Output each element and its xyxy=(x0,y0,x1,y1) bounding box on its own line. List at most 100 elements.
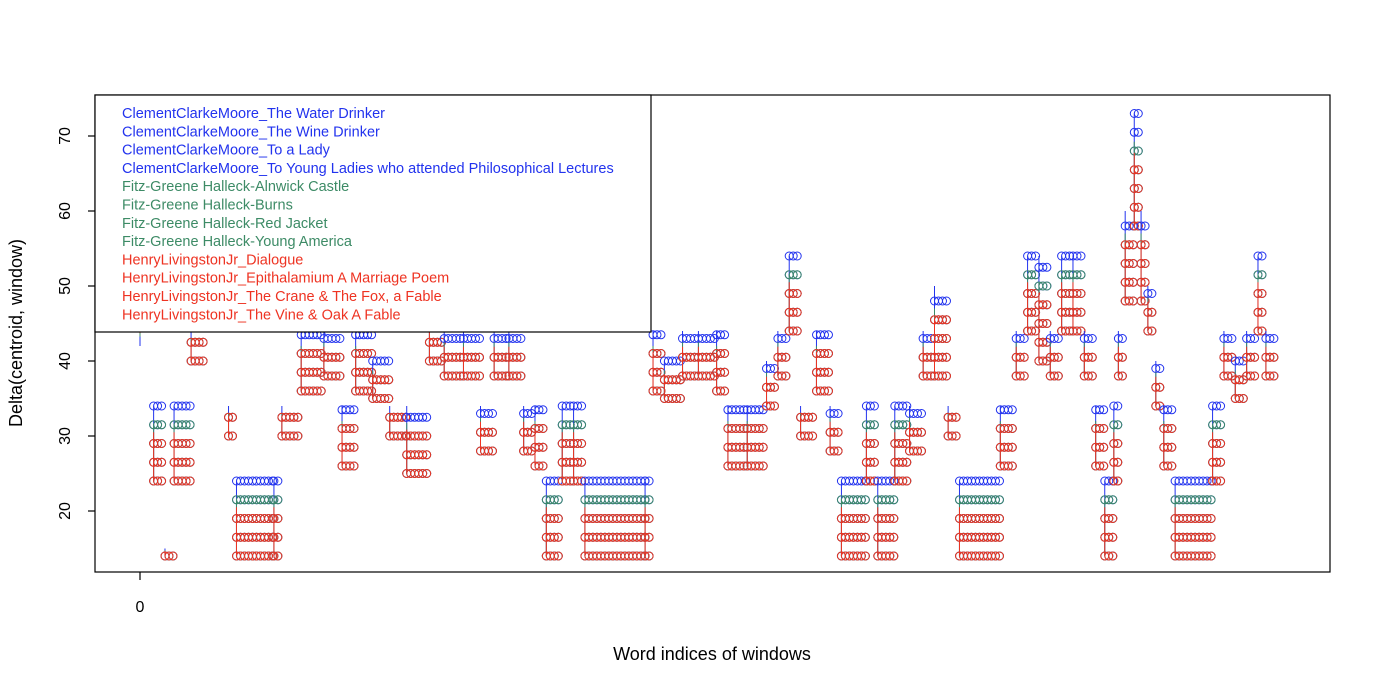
data-point xyxy=(1113,439,1123,448)
data-point xyxy=(644,551,654,561)
data-point xyxy=(869,476,879,486)
data-point xyxy=(335,334,345,343)
data-point xyxy=(644,476,654,486)
data-point xyxy=(792,251,802,261)
data-point xyxy=(1136,277,1146,287)
data-point xyxy=(1136,296,1146,306)
data-point xyxy=(995,551,1004,561)
data-point xyxy=(1031,289,1041,298)
data-point xyxy=(289,431,299,441)
data-point xyxy=(181,457,191,467)
data-point xyxy=(942,315,951,325)
data-point xyxy=(1117,371,1127,381)
data-point xyxy=(640,532,650,542)
data-point xyxy=(640,476,650,486)
data-point xyxy=(792,326,802,336)
data-point xyxy=(1042,319,1052,328)
data-point xyxy=(488,409,497,418)
data-point xyxy=(1234,356,1244,366)
data-point xyxy=(523,446,533,456)
data-point xyxy=(577,401,587,411)
data-point xyxy=(1117,334,1127,343)
y-tick-label: 50 xyxy=(57,277,74,295)
data-point xyxy=(754,442,764,452)
data-point xyxy=(938,296,947,306)
data-point xyxy=(1253,326,1263,336)
data-point xyxy=(1113,420,1123,430)
data-point xyxy=(869,457,879,467)
data-point xyxy=(1163,442,1173,452)
data-point xyxy=(1269,352,1279,362)
data-point xyxy=(656,367,666,377)
data-point xyxy=(1113,352,1123,362)
data-point xyxy=(735,442,745,452)
data-point xyxy=(565,401,575,411)
data-point xyxy=(553,495,563,505)
data-point xyxy=(777,334,787,343)
x-axis-label: Word indices of windows xyxy=(613,644,811,664)
data-point xyxy=(833,427,843,437)
data-point xyxy=(991,532,1000,542)
data-point xyxy=(1003,461,1013,471)
data-point xyxy=(644,495,654,505)
data-point xyxy=(829,409,839,418)
y-tick-label: 60 xyxy=(57,202,74,220)
data-point xyxy=(889,495,899,505)
data-point xyxy=(1163,405,1173,415)
data-point xyxy=(1163,461,1173,471)
data-point xyxy=(228,431,237,441)
data-point xyxy=(675,394,685,403)
data-point xyxy=(1212,420,1222,430)
data-point xyxy=(331,352,341,362)
data-point xyxy=(293,412,303,422)
data-point xyxy=(1234,394,1244,403)
data-point xyxy=(716,330,726,340)
data-point xyxy=(656,330,666,340)
data-point xyxy=(312,386,322,396)
data-point xyxy=(913,409,922,418)
data-point xyxy=(1038,262,1048,272)
legend-entry: ClementClarkeMoore_To a Lady xyxy=(122,143,331,159)
axes: 20 30 40 50 60 70 0 xyxy=(57,127,144,616)
data-point xyxy=(534,461,544,471)
data-point xyxy=(781,352,791,362)
data-point xyxy=(331,371,341,381)
data-point xyxy=(1223,352,1233,362)
data-point xyxy=(264,495,273,505)
data-point xyxy=(1076,251,1086,261)
data-point xyxy=(1061,251,1071,261)
data-point xyxy=(1108,551,1118,561)
data-point xyxy=(856,495,866,505)
legend-entry: Fitz-Greene Halleck-Young America xyxy=(122,234,353,250)
data-point xyxy=(1027,326,1037,336)
data-point xyxy=(860,514,870,523)
data-point xyxy=(185,420,195,430)
data-point xyxy=(865,401,875,411)
data-point xyxy=(384,394,394,403)
data-point xyxy=(397,412,407,422)
data-point xyxy=(164,551,174,561)
data-point xyxy=(512,371,522,381)
data-point xyxy=(497,352,507,362)
data-point xyxy=(926,371,936,381)
y-axis-label: Delta(centroid, window) xyxy=(6,239,26,427)
data-point xyxy=(397,431,407,441)
data-point xyxy=(829,427,839,437)
data-point xyxy=(1031,326,1041,336)
data-point xyxy=(153,457,163,467)
data-point xyxy=(766,364,775,373)
data-point xyxy=(1136,259,1146,268)
data-point xyxy=(917,446,926,456)
data-point xyxy=(1031,251,1041,261)
data-point xyxy=(1015,334,1025,343)
data-point xyxy=(1019,371,1029,381)
data-point xyxy=(1095,405,1105,415)
y-tick-label: 30 xyxy=(57,427,74,445)
data-point xyxy=(942,334,951,343)
data-point xyxy=(573,476,583,486)
data-point xyxy=(1109,476,1119,486)
data-point xyxy=(153,439,163,448)
data-point xyxy=(671,394,681,403)
data-point xyxy=(1124,240,1134,250)
